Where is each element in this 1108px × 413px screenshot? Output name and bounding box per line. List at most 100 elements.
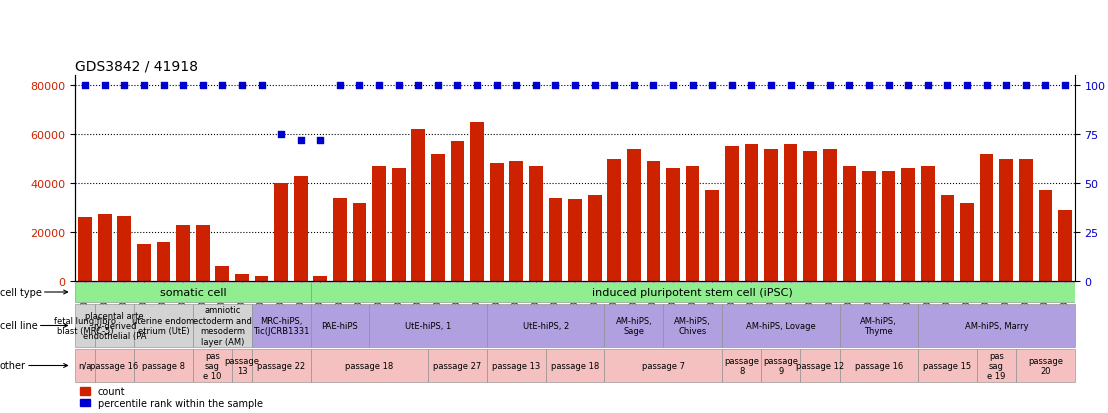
Text: AM-hiPS, Marry: AM-hiPS, Marry [965, 321, 1028, 330]
Bar [1058, 211, 1071, 281]
Bar [706, 191, 719, 281]
Text: n/a: n/a [79, 361, 92, 370]
Bar [919, 305, 1075, 347]
Bar [627, 150, 640, 281]
Bar [252, 349, 310, 382]
Bar [75, 349, 95, 382]
Bar [510, 161, 523, 281]
Bar [800, 349, 840, 382]
Bar [193, 305, 252, 347]
Bar [840, 305, 919, 347]
Bar [921, 166, 935, 281]
Bar [722, 349, 761, 382]
Text: fetal lung fibro
blast (MRC-5): fetal lung fibro blast (MRC-5) [54, 316, 116, 335]
Bar [977, 349, 1016, 382]
Text: AM-hiPS,
Sage: AM-hiPS, Sage [615, 316, 653, 335]
Bar [215, 267, 229, 281]
Bar [548, 198, 563, 281]
Bar [765, 150, 778, 281]
Text: UtE-hiPS, 1: UtE-hiPS, 1 [404, 321, 451, 330]
Bar [1038, 191, 1053, 281]
Text: passage 16: passage 16 [854, 361, 903, 370]
Bar [840, 349, 919, 382]
Bar [95, 305, 134, 347]
Text: passage 27: passage 27 [433, 361, 482, 370]
Bar [842, 166, 856, 281]
Bar [134, 305, 193, 347]
Point [1017, 83, 1035, 89]
Bar [294, 176, 308, 281]
Point [722, 83, 740, 89]
Bar [310, 305, 369, 347]
Point [900, 83, 917, 89]
Bar [232, 349, 252, 382]
Point [801, 83, 819, 89]
Bar [255, 276, 268, 281]
Bar [803, 152, 817, 281]
Bar [941, 196, 954, 281]
Bar [431, 154, 444, 281]
Text: passage 12: passage 12 [796, 361, 844, 370]
Bar [75, 305, 95, 347]
Text: amniotic
ectoderm and
mesoderm
layer (AM): amniotic ectoderm and mesoderm layer (AM… [193, 306, 252, 346]
Bar [486, 305, 605, 347]
Point [860, 83, 878, 89]
Text: somatic cell: somatic cell [160, 287, 226, 297]
Bar [196, 225, 209, 281]
Bar [334, 198, 347, 281]
Text: cell line: cell line [0, 321, 68, 331]
Text: uterine endom
etrium (UtE): uterine endom etrium (UtE) [132, 316, 195, 335]
Point [997, 83, 1015, 89]
Text: passage
8: passage 8 [725, 356, 759, 375]
Text: passage 22: passage 22 [257, 361, 305, 370]
Text: pas
sag
e 19: pas sag e 19 [987, 351, 1006, 380]
Bar [1019, 159, 1033, 281]
Text: passage
20: passage 20 [1028, 356, 1063, 375]
Legend: count, percentile rank within the sample: count, percentile rank within the sample [80, 386, 263, 408]
Point [291, 137, 309, 144]
Text: AM-hiPS,
Chives: AM-hiPS, Chives [675, 316, 711, 335]
Bar [392, 169, 406, 281]
Bar [722, 305, 840, 347]
Bar [156, 242, 171, 281]
Text: passage 13: passage 13 [492, 361, 541, 370]
Bar [607, 159, 622, 281]
Text: passage
9: passage 9 [763, 356, 799, 375]
Bar [134, 349, 193, 382]
Text: AM-hiPS, Lovage: AM-hiPS, Lovage [746, 321, 815, 330]
Bar [310, 349, 428, 382]
Text: passage 18: passage 18 [551, 361, 599, 370]
Bar [352, 203, 367, 281]
Point [429, 83, 447, 89]
Point [605, 83, 623, 89]
Point [762, 83, 780, 89]
Bar [470, 123, 484, 281]
Point [625, 83, 643, 89]
Point [1036, 83, 1054, 89]
Bar [275, 184, 288, 281]
Text: other: other [0, 361, 68, 370]
Point [469, 83, 486, 89]
Point [390, 83, 408, 89]
Text: passage 15: passage 15 [923, 361, 972, 370]
Bar [451, 142, 464, 281]
Point [704, 83, 721, 89]
Text: UtE-hiPS, 2: UtE-hiPS, 2 [523, 321, 568, 330]
Point [194, 83, 212, 89]
Point [880, 83, 897, 89]
Point [488, 83, 505, 89]
Text: GDS3842 / 41918: GDS3842 / 41918 [75, 59, 198, 74]
Point [135, 83, 153, 89]
Text: passage 7: passage 7 [642, 361, 685, 370]
Bar [901, 169, 915, 281]
Bar [919, 349, 977, 382]
Bar [529, 166, 543, 281]
Point [115, 83, 133, 89]
Point [410, 83, 428, 89]
Bar [137, 244, 151, 281]
Bar [605, 305, 664, 347]
Point [76, 83, 94, 89]
Bar [961, 203, 974, 281]
Bar [647, 161, 660, 281]
Point [841, 83, 859, 89]
